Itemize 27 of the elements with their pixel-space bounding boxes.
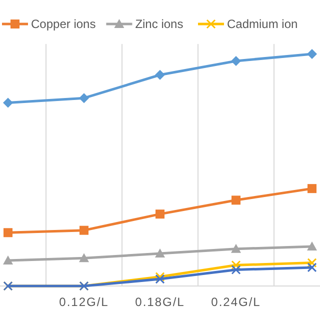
point (231, 265, 241, 275)
point (307, 242, 317, 251)
point (79, 93, 89, 104)
point (307, 258, 317, 268)
point (232, 196, 240, 205)
legend-label: Copper ions (31, 17, 96, 31)
point (307, 262, 317, 272)
point (308, 184, 316, 194)
legend-label: Cadmium ion (227, 17, 298, 31)
point (3, 255, 13, 264)
x-tick-label: 0.12G/L (59, 295, 109, 309)
point (231, 260, 241, 270)
point (4, 228, 12, 238)
point (155, 70, 165, 80)
point (231, 56, 241, 66)
point (79, 253, 89, 262)
point (231, 244, 241, 253)
legend-label: Zinc ions (135, 17, 184, 31)
point (80, 226, 88, 235)
point (156, 210, 164, 219)
point (155, 248, 165, 258)
point (155, 272, 165, 282)
point (307, 49, 317, 59)
x-tick-label: 0.24G/L (211, 295, 261, 309)
point (155, 274, 165, 284)
point (3, 98, 13, 108)
x-tick-label: 0.18G/L (135, 295, 185, 309)
